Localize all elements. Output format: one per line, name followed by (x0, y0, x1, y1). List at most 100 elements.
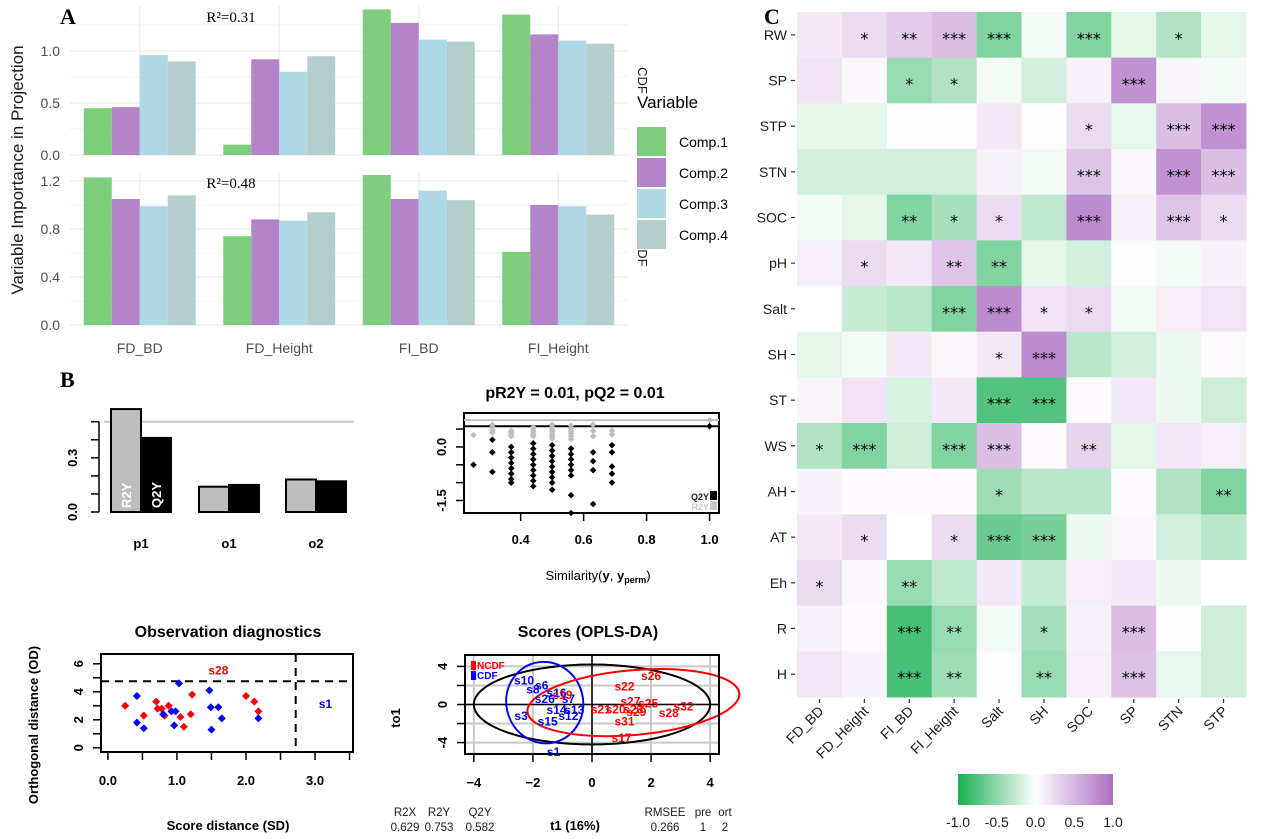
q2y-point (567, 456, 575, 463)
stat-header-ort: ort (718, 807, 732, 819)
bar-comp1-fi_bd (362, 9, 391, 156)
significance-marker: *** (1167, 120, 1191, 139)
heatmap-cell-stp-sh (1021, 103, 1067, 150)
heatmap-cell-sp-soc (1066, 57, 1112, 104)
column-label: SH (1026, 703, 1051, 728)
heatmap-cell-ah-stp (1201, 468, 1247, 515)
bar-comp1-fi_bd (362, 175, 391, 325)
cdf-ellipse (505, 660, 585, 745)
significance-marker: *** (987, 394, 1011, 413)
heatmap-cell-stn-soc (1066, 149, 1112, 196)
q2y-point (489, 468, 496, 476)
heatmap-cell-ah-fi_bd (886, 468, 933, 515)
significance-marker: *** (1122, 75, 1146, 94)
bar-q2y-o2 (315, 480, 347, 514)
sample-label-cdf: s10 (514, 674, 534, 688)
point-ncdf (188, 690, 197, 699)
heatmap-cell-sp-fd_bd (797, 57, 843, 104)
heatmap-cell-sh-stn (1156, 331, 1202, 378)
point-ncdf (153, 704, 162, 713)
row-label: AT (770, 529, 787, 545)
heatmap-cell-stn-fi_height (931, 149, 978, 196)
bar-r2y-o1 (198, 485, 230, 514)
heatmap-cell-sh-salt (976, 331, 1022, 378)
significance-marker: *** (1122, 623, 1146, 642)
y-tick-label: 0.0 (434, 438, 449, 456)
bar-comp4-fd_bd (167, 195, 196, 325)
r2y-point (589, 432, 597, 440)
legend-swatch-r2y (710, 501, 717, 510)
heatmap-cell-at-fd_bd (797, 514, 843, 561)
heatmap-cell-eh-sp (1111, 560, 1157, 607)
point-cdf (171, 707, 180, 716)
q2y-point (608, 470, 616, 478)
heatmap-cell-rw-fd_bd (797, 12, 843, 59)
y-tick-label: 0.5 (41, 95, 61, 111)
significance-marker: *** (942, 29, 966, 48)
point-cdf (159, 710, 168, 719)
x-tick-label: 0.0 (99, 773, 117, 788)
heatmap-cell-r-stp (1201, 605, 1247, 652)
sample-label-cdf: s6 (535, 678, 549, 692)
q2y-point (529, 440, 537, 447)
q2y-point (706, 422, 713, 430)
colorbar-gradient (958, 774, 1113, 805)
bar-q2y-o1 (228, 483, 260, 514)
x-tick-label: 1.0 (168, 773, 186, 788)
bar-comp2-fi_bd (390, 199, 419, 325)
legend-swatch-comp1 (637, 127, 666, 156)
heatmap-cell-salt-sh (1021, 286, 1067, 333)
heatmap-cell-soc-fd_bd (797, 194, 843, 241)
heatmap-cell-stn-fd_height (841, 149, 888, 196)
column-label: Salt (978, 703, 1006, 731)
significance-marker: *** (1167, 166, 1191, 185)
heatmap-cell-eh-fi_height (931, 560, 978, 607)
bar-comp3-fi_bd (418, 190, 447, 325)
legend-label: Comp.2 (679, 165, 728, 181)
heatmap-cell-sh-sp (1111, 331, 1157, 378)
heatmap-cell-eh-fi_bd (886, 560, 933, 607)
bar-comp1-fd_height (223, 144, 252, 155)
significance-marker: *** (987, 440, 1011, 459)
significance-marker: * (905, 75, 913, 94)
heatmap-cell-ws-stp (1201, 423, 1247, 470)
row-label: SP (768, 73, 787, 89)
heatmap-cell-ws-fd_bd (797, 423, 843, 470)
legend-label: Comp.3 (679, 196, 728, 212)
heatmap-cell-salt-fi_bd (886, 286, 933, 333)
point-cdf (214, 703, 223, 712)
q2y-point (548, 447, 556, 454)
y-tick-label: 0.0 (65, 503, 80, 521)
heatmap-cell-stn-stp (1201, 149, 1247, 196)
heatmap-cell-sp-fi_height (931, 57, 978, 104)
significance-marker: *** (897, 668, 921, 687)
sample-label-ncdf: s21 (591, 702, 611, 716)
q2y-point (507, 470, 515, 478)
column-label: FI_Height (907, 703, 961, 757)
r2y-point (529, 432, 537, 440)
q2y-point (567, 509, 575, 517)
column-label: FI_BD (877, 703, 916, 742)
point-cdf (132, 692, 141, 700)
r2y-point (470, 431, 477, 439)
heatmap-cell-st-stp (1201, 377, 1247, 424)
outlier-label: s1 (319, 697, 333, 711)
x-tick-label: o1 (221, 536, 236, 551)
heatmap-cell-h-salt (976, 651, 1022, 698)
sample-label-cdf: s8 (526, 682, 540, 696)
heatmap-cell-sh-fd_bd (797, 331, 843, 378)
row-label: Eh (770, 575, 787, 591)
facet-ncdf: 0.00.40.81.2R²=0.48NCDF (41, 172, 650, 333)
heatmap-cell-r-fd_bd (797, 605, 843, 652)
sample-label-ncdf: s32 (674, 699, 694, 713)
heatmap-cell-ph-fi_bd (886, 240, 933, 287)
q2y-point (608, 441, 616, 449)
q2y-point (489, 436, 496, 444)
heatmap-cell-salt-fd_height (841, 286, 888, 333)
sample-label-cdf: s26 (535, 692, 555, 706)
bar-comp4-fd_bd (167, 61, 196, 155)
legend-swatch-q2y (710, 491, 717, 500)
row-label: SH (768, 347, 787, 363)
y-tick-label: 4 (71, 687, 86, 695)
